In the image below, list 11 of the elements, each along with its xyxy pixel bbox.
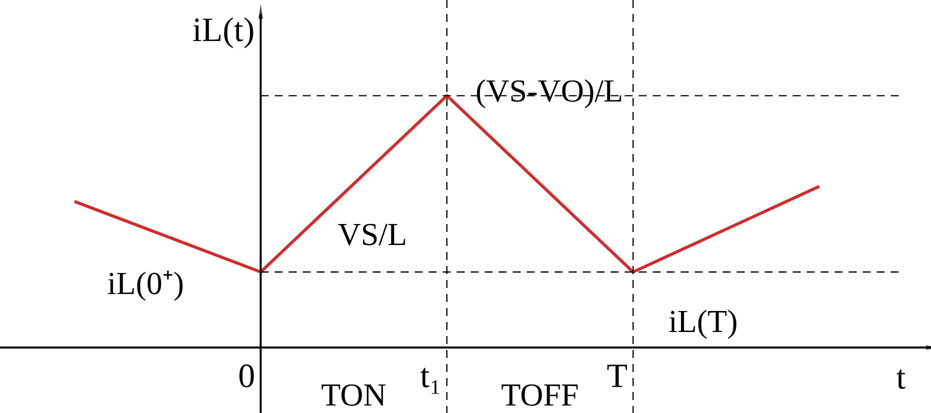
x-tick-label: 0 <box>238 358 256 396</box>
annotation: iL(0⁺) <box>107 264 184 301</box>
x-tick-label: t₁ <box>420 358 442 396</box>
text: TOFF <box>501 376 579 413</box>
y-axis-title: iL(t) <box>192 12 255 49</box>
x-tick-label: T <box>606 358 628 396</box>
x-axis-title: t <box>896 360 906 397</box>
annotation: VS/L <box>338 216 408 252</box>
annotation: iL(T) <box>668 302 738 339</box>
text: TON <box>321 376 386 413</box>
annotation: (VS-VO)/L <box>476 72 624 109</box>
